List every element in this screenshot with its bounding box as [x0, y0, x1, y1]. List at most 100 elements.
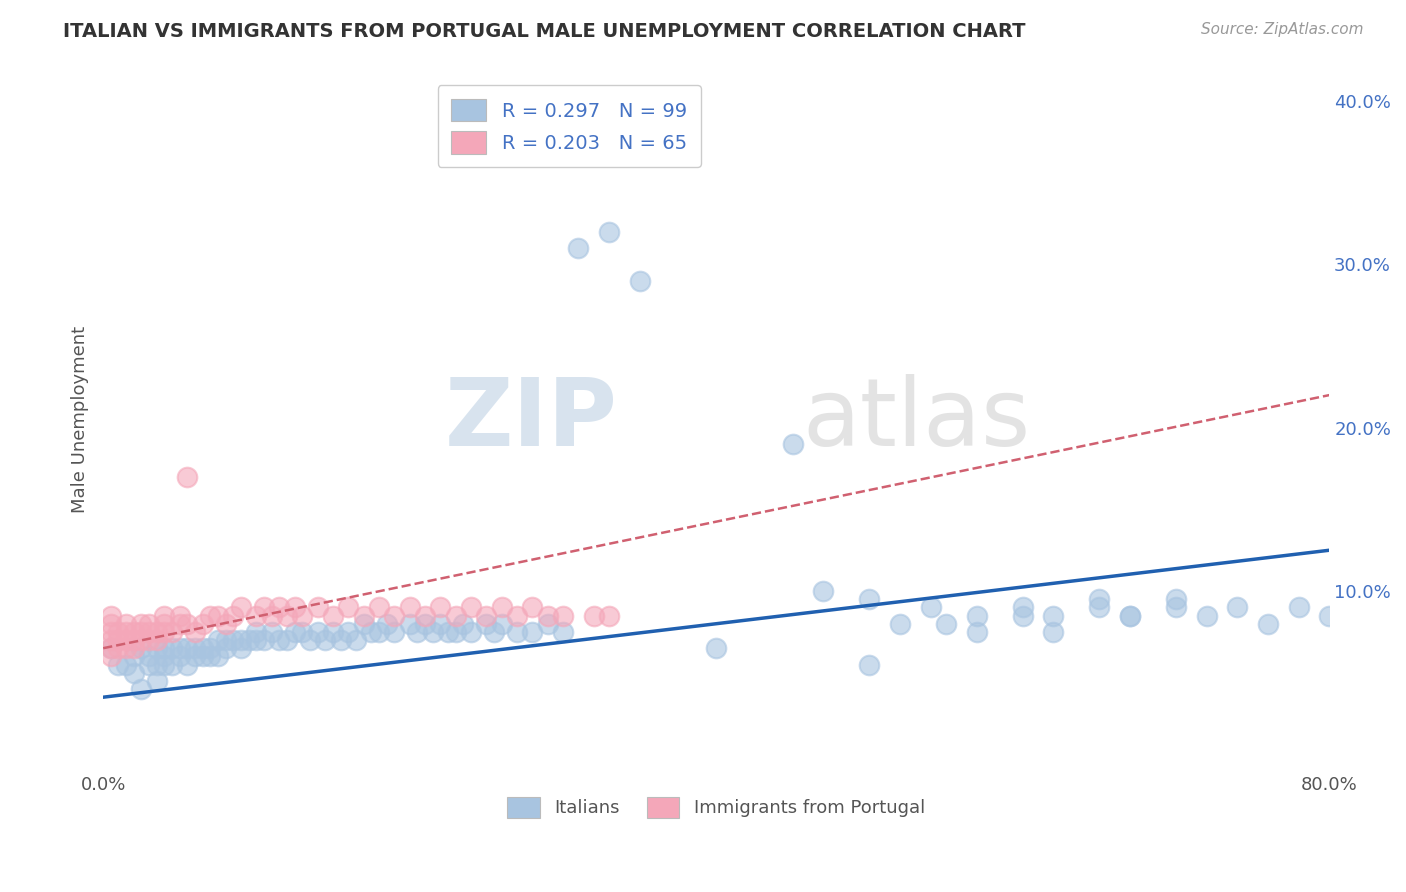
Point [429, 616, 451, 631]
Point [322, 608, 344, 623]
Point [215, 633, 238, 648]
Point [176, 657, 198, 672]
Point [191, 616, 214, 631]
Legend: Italians, Immigrants from Portugal: Italians, Immigrants from Portugal [501, 789, 932, 825]
Point [100, 624, 122, 639]
Point [200, 649, 222, 664]
Point [482, 624, 505, 639]
Point [437, 624, 460, 639]
Point [160, 641, 183, 656]
Point [207, 633, 229, 648]
Point [344, 633, 367, 648]
Point [1164, 592, 1187, 607]
Point [444, 608, 467, 623]
Point [398, 616, 420, 631]
Point [460, 624, 482, 639]
Point [260, 624, 283, 639]
Point [1195, 608, 1218, 623]
Point [138, 616, 160, 631]
Point [107, 657, 129, 672]
Point [100, 616, 122, 631]
Point [1164, 600, 1187, 615]
Point [169, 608, 191, 623]
Point [460, 600, 482, 615]
Point [229, 641, 252, 656]
Point [889, 616, 911, 631]
Point [153, 657, 176, 672]
Point [567, 241, 589, 255]
Point [582, 608, 605, 623]
Point [238, 633, 260, 648]
Point [337, 600, 360, 615]
Point [598, 608, 620, 623]
Point [115, 641, 138, 656]
Point [100, 608, 122, 623]
Point [491, 616, 513, 631]
Point [122, 633, 145, 648]
Point [200, 608, 222, 623]
Text: ITALIAN VS IMMIGRANTS FROM PORTUGAL MALE UNEMPLOYMENT CORRELATION CHART: ITALIAN VS IMMIGRANTS FROM PORTUGAL MALE… [63, 22, 1026, 41]
Point [153, 641, 176, 656]
Point [858, 592, 880, 607]
Point [307, 624, 329, 639]
Point [207, 649, 229, 664]
Point [222, 633, 245, 648]
Point [269, 633, 291, 648]
Point [138, 633, 160, 648]
Point [229, 600, 252, 615]
Point [131, 624, 153, 639]
Point [1088, 600, 1111, 615]
Point [122, 665, 145, 680]
Point [382, 624, 405, 639]
Point [100, 633, 122, 648]
Point [628, 274, 651, 288]
Point [1088, 592, 1111, 607]
Point [429, 600, 451, 615]
Point [146, 624, 169, 639]
Point [153, 608, 176, 623]
Point [506, 608, 529, 623]
Point [184, 624, 207, 639]
Point [131, 616, 153, 631]
Point [245, 608, 267, 623]
Text: ZIP: ZIP [446, 374, 619, 466]
Point [284, 624, 307, 639]
Point [413, 608, 436, 623]
Point [382, 608, 405, 623]
Point [291, 624, 314, 639]
Point [598, 225, 620, 239]
Point [115, 624, 138, 639]
Point [368, 600, 391, 615]
Point [314, 633, 336, 648]
Point [160, 657, 183, 672]
Point [375, 616, 398, 631]
Point [200, 641, 222, 656]
Point [453, 616, 475, 631]
Point [107, 641, 129, 656]
Point [131, 633, 153, 648]
Point [966, 624, 988, 639]
Point [475, 616, 498, 631]
Point [704, 641, 727, 656]
Point [215, 641, 238, 656]
Point [131, 641, 153, 656]
Point [284, 600, 307, 615]
Point [536, 608, 558, 623]
Point [169, 649, 191, 664]
Point [100, 641, 122, 656]
Point [260, 608, 283, 623]
Point [131, 681, 153, 696]
Point [536, 616, 558, 631]
Point [522, 624, 544, 639]
Point [491, 600, 513, 615]
Point [307, 600, 329, 615]
Point [337, 624, 360, 639]
Point [229, 633, 252, 648]
Point [444, 624, 467, 639]
Text: Source: ZipAtlas.com: Source: ZipAtlas.com [1201, 22, 1364, 37]
Point [1317, 608, 1340, 623]
Point [169, 616, 191, 631]
Point [222, 608, 245, 623]
Point [813, 584, 835, 599]
Point [413, 616, 436, 631]
